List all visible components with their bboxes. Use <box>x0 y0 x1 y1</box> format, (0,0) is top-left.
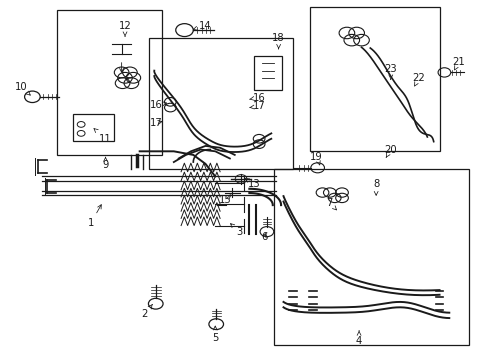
Text: 19: 19 <box>310 152 323 165</box>
Text: 18: 18 <box>272 33 285 49</box>
Text: 3: 3 <box>230 224 242 237</box>
Text: 6: 6 <box>260 232 266 242</box>
Text: 1: 1 <box>87 205 101 228</box>
Text: 16: 16 <box>150 100 166 110</box>
Text: 23: 23 <box>384 64 396 80</box>
Text: 2: 2 <box>141 305 152 319</box>
Text: 10: 10 <box>15 82 30 95</box>
Text: 7: 7 <box>326 198 336 210</box>
Text: 15: 15 <box>218 195 231 205</box>
Text: 9: 9 <box>102 157 108 170</box>
Bar <box>149 39 293 169</box>
Text: 8: 8 <box>372 179 379 195</box>
Bar <box>273 169 468 345</box>
Text: 17: 17 <box>249 102 265 112</box>
Text: 5: 5 <box>212 326 218 343</box>
Bar <box>57 10 161 155</box>
Text: 4: 4 <box>355 331 362 346</box>
Text: 11: 11 <box>94 129 112 144</box>
Bar <box>254 56 281 90</box>
Text: 21: 21 <box>452 57 465 70</box>
Text: 14: 14 <box>193 21 211 31</box>
Text: 13: 13 <box>244 179 260 189</box>
Text: 16: 16 <box>249 93 265 103</box>
Text: 12: 12 <box>119 21 131 36</box>
Text: 17: 17 <box>150 118 163 128</box>
Text: 22: 22 <box>412 73 425 86</box>
Bar <box>73 114 114 140</box>
Text: 20: 20 <box>384 144 396 157</box>
Bar <box>310 7 439 151</box>
